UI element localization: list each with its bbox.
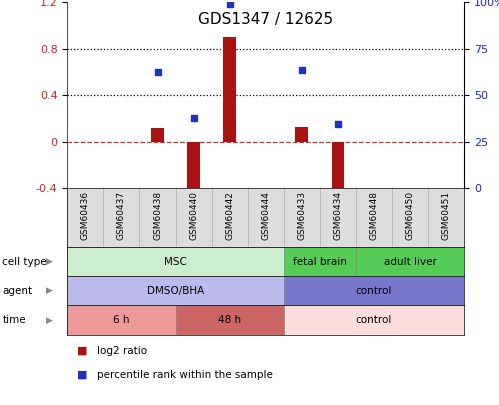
Text: GDS1347 / 12625: GDS1347 / 12625: [198, 12, 333, 27]
Text: percentile rank within the sample: percentile rank within the sample: [97, 370, 273, 380]
Bar: [67, 247, 284, 276]
Bar: [224, 37, 236, 142]
Text: GSM60448: GSM60448: [369, 191, 378, 240]
Text: GSM60451: GSM60451: [442, 191, 451, 241]
Text: cell type: cell type: [2, 257, 47, 266]
Text: GSM60433: GSM60433: [297, 191, 306, 241]
Text: ▶: ▶: [46, 286, 53, 295]
Text: GSM60437: GSM60437: [117, 191, 126, 241]
Bar: [295, 127, 308, 142]
Text: GSM60438: GSM60438: [153, 191, 162, 241]
Text: 6 h: 6 h: [113, 315, 130, 325]
Text: adult liver: adult liver: [384, 257, 437, 266]
Bar: [187, 142, 200, 202]
Bar: [284, 276, 464, 305]
Bar: [176, 305, 284, 335]
Text: GSM60436: GSM60436: [81, 191, 90, 241]
Bar: [331, 142, 344, 195]
Text: log2 ratio: log2 ratio: [97, 346, 147, 356]
Text: 48 h: 48 h: [218, 315, 241, 325]
Text: time: time: [2, 315, 26, 325]
Text: fetal brain: fetal brain: [293, 257, 347, 266]
Bar: [67, 276, 284, 305]
Bar: [356, 247, 464, 276]
Bar: [151, 128, 164, 142]
Text: GSM60440: GSM60440: [189, 191, 198, 240]
Bar: [284, 305, 464, 335]
Text: GSM60434: GSM60434: [333, 191, 342, 240]
Bar: [67, 305, 176, 335]
Text: agent: agent: [2, 286, 32, 296]
Text: GSM60442: GSM60442: [225, 191, 234, 240]
Text: control: control: [356, 315, 392, 325]
Text: ■: ■: [77, 346, 88, 356]
Text: GSM60450: GSM60450: [406, 191, 415, 241]
Text: control: control: [356, 286, 392, 296]
Text: DMSO/BHA: DMSO/BHA: [147, 286, 204, 296]
Text: ▶: ▶: [46, 257, 53, 266]
Text: GSM60444: GSM60444: [261, 191, 270, 240]
Text: MSC: MSC: [164, 257, 187, 266]
Text: ■: ■: [77, 370, 88, 380]
Text: ▶: ▶: [46, 315, 53, 324]
Bar: [284, 247, 356, 276]
